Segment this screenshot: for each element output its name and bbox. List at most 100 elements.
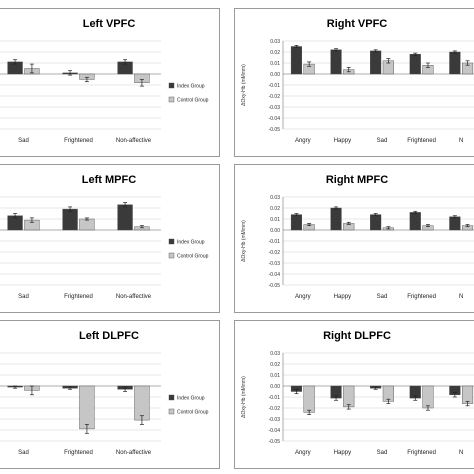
y-tick-label: 0.03 bbox=[270, 195, 280, 201]
legend-swatch-control-group bbox=[168, 408, 175, 415]
bar-index-group bbox=[62, 208, 78, 231]
y-tick-label: 0.03 bbox=[270, 39, 280, 45]
legend-swatch-control-group bbox=[168, 252, 175, 259]
bar-index-group bbox=[330, 207, 342, 231]
x-category-label: Angry bbox=[295, 294, 311, 300]
y-tick-label: 0.02 bbox=[270, 206, 280, 212]
y-tick-label: 0.00 bbox=[270, 72, 280, 78]
chart-panel-right-mpfc: Right MPFC 0.03 0.02 0.01 0.00 -0.01 -0.02 -0.0… bbox=[234, 164, 474, 313]
bar-index-group bbox=[290, 46, 303, 75]
x-category-label: Frightened bbox=[64, 294, 93, 300]
chart-panel-left-mpfc: Left MPFCppySadFrightenedNon-affectiveIn… bbox=[0, 164, 220, 313]
chart-title: Right MPFC bbox=[326, 174, 388, 186]
legend-label-control-group: Control Group bbox=[177, 254, 209, 260]
bar-control-group bbox=[343, 385, 355, 408]
chart-svg: Left DLPFCppySadFrightenedNon-affectiveI… bbox=[0, 330, 209, 456]
bar-index-group bbox=[409, 212, 421, 231]
x-category-label: Frightened bbox=[64, 138, 93, 144]
y-tick-label: -0.02 bbox=[269, 94, 281, 100]
y-tick-label: -0.05 bbox=[269, 439, 281, 445]
y-axis-label: ΔOxy-Hb (mMmm) bbox=[241, 220, 247, 262]
bar-index-group bbox=[117, 204, 133, 231]
legend-label-index-group: Index Group bbox=[177, 396, 205, 402]
x-category-label: Non-affective bbox=[116, 450, 152, 456]
chart-panel-left-dlpfc: Left DLPFCppySadFrightenedNon-affectiveI… bbox=[0, 320, 220, 469]
chart-svg: Right MPFC 0.03 0.02 0.01 0.00 -0.01 -0.02 -0.0… bbox=[241, 174, 474, 300]
x-category-label: Sad bbox=[18, 294, 29, 300]
bar-control-group bbox=[134, 385, 150, 421]
legend-swatch-control-group bbox=[168, 96, 175, 103]
legend-label-index-group: Index Group bbox=[177, 240, 205, 246]
y-tick-label: -0.04 bbox=[269, 116, 281, 122]
y-tick-label: 0.03 bbox=[270, 351, 280, 357]
x-category-label: Happy bbox=[334, 138, 351, 144]
bar-control-group bbox=[79, 218, 95, 231]
bar-index-group bbox=[409, 54, 421, 75]
legend-label-control-group: Control Group bbox=[177, 410, 209, 416]
chart-panel-right-vpfc: Right VPFC 0.03 0.02 0.01 0.00 -0.01 -0.02 -0.0… bbox=[234, 8, 474, 157]
x-category-label: Sad bbox=[377, 294, 388, 300]
legend-label-control-group: Control Group bbox=[177, 98, 209, 104]
y-tick-label: -0.02 bbox=[269, 250, 281, 256]
x-category-label: Angry bbox=[295, 450, 311, 456]
x-category-label: Sad bbox=[377, 138, 388, 144]
chart-panel-right-dlpfc: Right DLPFC 0.03 0.02 0.01 0.00 -0.01 -0.02 -0.… bbox=[234, 320, 474, 469]
x-category-label: Frightened bbox=[407, 450, 436, 456]
y-tick-label: 0.01 bbox=[270, 217, 280, 223]
x-category-label: Frightened bbox=[64, 450, 93, 456]
y-tick-label: -0.03 bbox=[269, 105, 281, 111]
chart-title: Right VPFC bbox=[327, 18, 388, 30]
legend-swatch-index-group bbox=[168, 394, 175, 401]
chart-title: Left MPFC bbox=[82, 174, 136, 186]
chart-svg: Right DLPFC 0.03 0.02 0.01 0.00 -0.01 -0.02 -0.… bbox=[241, 330, 474, 456]
x-category-label: Sad bbox=[18, 450, 29, 456]
x-category-label: Non-affective bbox=[116, 294, 152, 300]
y-tick-label: -0.05 bbox=[269, 127, 281, 133]
chart-svg: Left MPFCppySadFrightenedNon-affectiveIn… bbox=[0, 174, 209, 300]
y-axis-label: ΔOxy-Hb (mMmm) bbox=[241, 64, 247, 106]
chart-svg: Left VPFCppySadFrightenedNon-affectiveIn… bbox=[0, 18, 209, 144]
y-tick-label: -0.05 bbox=[269, 283, 281, 289]
chart-title: Left VPFC bbox=[83, 18, 136, 30]
y-axis-label: ΔOxy-Hb (mMmm) bbox=[241, 376, 247, 418]
y-tick-label: -0.03 bbox=[269, 417, 281, 423]
x-category-label: N bbox=[459, 450, 463, 456]
chart-panel-left-vpfc: Left VPFCppySadFrightenedNon-affectiveIn… bbox=[0, 8, 220, 157]
y-tick-label: -0.02 bbox=[269, 406, 281, 412]
y-tick-label: -0.01 bbox=[269, 83, 281, 89]
bar-control-group bbox=[422, 385, 434, 409]
y-tick-label: 0.02 bbox=[270, 362, 280, 368]
bar-index-group bbox=[330, 49, 342, 75]
x-category-label: Frightened bbox=[407, 294, 436, 300]
x-category-label: Frightened bbox=[407, 138, 436, 144]
y-tick-label: 0.01 bbox=[270, 373, 280, 379]
chart-title: Right DLPFC bbox=[323, 330, 391, 342]
bar-index-group bbox=[370, 214, 382, 231]
x-category-label: Non-affective bbox=[116, 138, 152, 144]
x-category-label: Angry bbox=[295, 138, 311, 144]
y-tick-label: 0.02 bbox=[270, 50, 280, 56]
bar-index-group bbox=[449, 51, 461, 75]
x-category-label: N bbox=[459, 294, 463, 300]
legend-swatch-index-group bbox=[168, 82, 175, 89]
y-tick-label: -0.04 bbox=[269, 272, 281, 278]
bar-index-group bbox=[290, 214, 303, 231]
bar-index-group bbox=[449, 216, 461, 231]
legend-label-index-group: Index Group bbox=[177, 84, 205, 90]
legend-swatch-index-group bbox=[168, 238, 175, 245]
y-tick-label: 0.00 bbox=[270, 384, 280, 390]
y-tick-label: -0.04 bbox=[269, 428, 281, 434]
y-tick-label: -0.03 bbox=[269, 261, 281, 267]
bar-control-group bbox=[303, 385, 315, 413]
x-category-label: N bbox=[459, 138, 463, 144]
y-tick-label: 0.00 bbox=[270, 228, 280, 234]
bar-control-group bbox=[79, 385, 95, 430]
y-tick-label: -0.01 bbox=[269, 395, 281, 401]
x-category-label: Sad bbox=[377, 450, 388, 456]
bar-control-group bbox=[461, 385, 474, 404]
bar-index-group bbox=[370, 50, 382, 75]
x-category-label: Happy bbox=[334, 294, 351, 300]
chart-svg: Right VPFC 0.03 0.02 0.01 0.00 -0.01 -0.02 -0.0… bbox=[241, 18, 474, 144]
chart-title: Left DLPFC bbox=[79, 330, 139, 342]
x-category-label: Happy bbox=[334, 450, 351, 456]
